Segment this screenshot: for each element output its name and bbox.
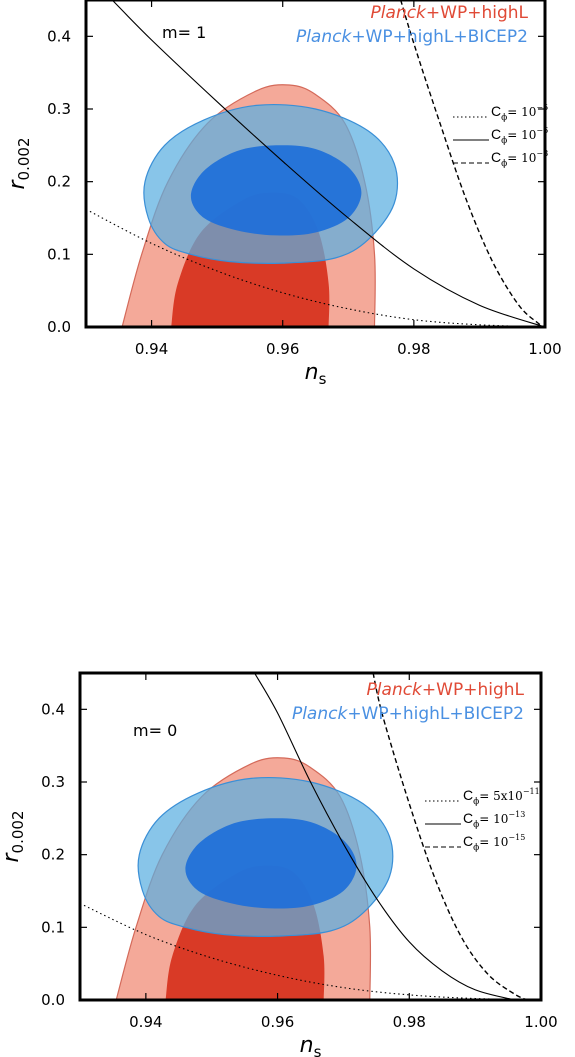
y-axis-title: r0.002 [5, 138, 33, 190]
y-tick-label: 0.0 [47, 318, 71, 336]
y-tick-label: 0.2 [47, 173, 71, 191]
y-tick-label: 0.4 [47, 27, 71, 45]
curve-legend-label: Cϕ= 10−6 [491, 126, 548, 146]
curve-dotted [86, 208, 545, 327]
x-tick-label: 0.98 [393, 1013, 426, 1031]
x-tick-label: 1.00 [524, 1013, 557, 1031]
x-tick-label: 0.98 [397, 340, 430, 358]
curve-legend-label: Cϕ= 10−5 [491, 103, 548, 123]
plot-area [86, 0, 545, 327]
x-tick-label: 0.94 [135, 340, 168, 358]
x-tick-label: 1.00 [528, 340, 561, 358]
y-axis-title: r0.002 [0, 811, 27, 863]
curve-legend-label: Cϕ= 10−15 [463, 833, 525, 853]
y-tick-label: 0.3 [47, 100, 71, 118]
x-tick-label: 0.96 [266, 340, 299, 358]
model-annotation: m= 0 [133, 721, 177, 740]
curve-legend-label: Cϕ= 10−8 [491, 149, 548, 169]
y-tick-label: 0.2 [41, 846, 65, 864]
plot-frame [84, 0, 547, 329]
bicep2-inner-contour [190, 145, 362, 236]
plot-frame [78, 671, 543, 1002]
curve-dashed [372, 673, 529, 1000]
curve-solid [254, 673, 515, 1000]
x-axis-title: ns [305, 360, 327, 388]
x-tick-label: 0.94 [129, 1013, 162, 1031]
curve-legend-label: Cϕ= 10−13 [463, 810, 525, 830]
y-tick-label: 0.1 [41, 918, 65, 936]
y-tick-label: 0.3 [41, 773, 65, 791]
plot-area [80, 673, 541, 1000]
model-annotation: m= 1 [162, 23, 206, 42]
curve-solid [111, 0, 545, 327]
y-tick-label: 0.1 [47, 245, 71, 263]
top-panel-m1: 0.94 0.96 0.98 1.00 0.0 0.1 0.2 0.3 0.4 ns r0.002 m… [5, 0, 562, 388]
legend-entry: Planck+WP+highL+BICEP2 [292, 704, 524, 724]
legend-entry: Planck+WP+highL+BICEP2 [296, 27, 528, 47]
x-axis-title: ns [300, 1033, 322, 1057]
bicep2-inner-contour [185, 818, 357, 909]
bottom-panel-m0: 0.94 0.96 0.98 1.00 0.0 0.1 0.2 0.3 0.4 ns r0.002 m… [0, 671, 558, 1057]
curve-legend-label: Cϕ= 5x10−11 [463, 787, 540, 807]
curve-dashed [400, 0, 545, 327]
legend-entry: Planck+WP+highL [371, 3, 529, 23]
x-tick-label: 0.96 [261, 1013, 294, 1031]
y-tick-label: 0.4 [41, 700, 65, 718]
y-tick-label: 0.0 [41, 991, 65, 1009]
legend-entry: Planck+WP+highL [367, 680, 525, 700]
